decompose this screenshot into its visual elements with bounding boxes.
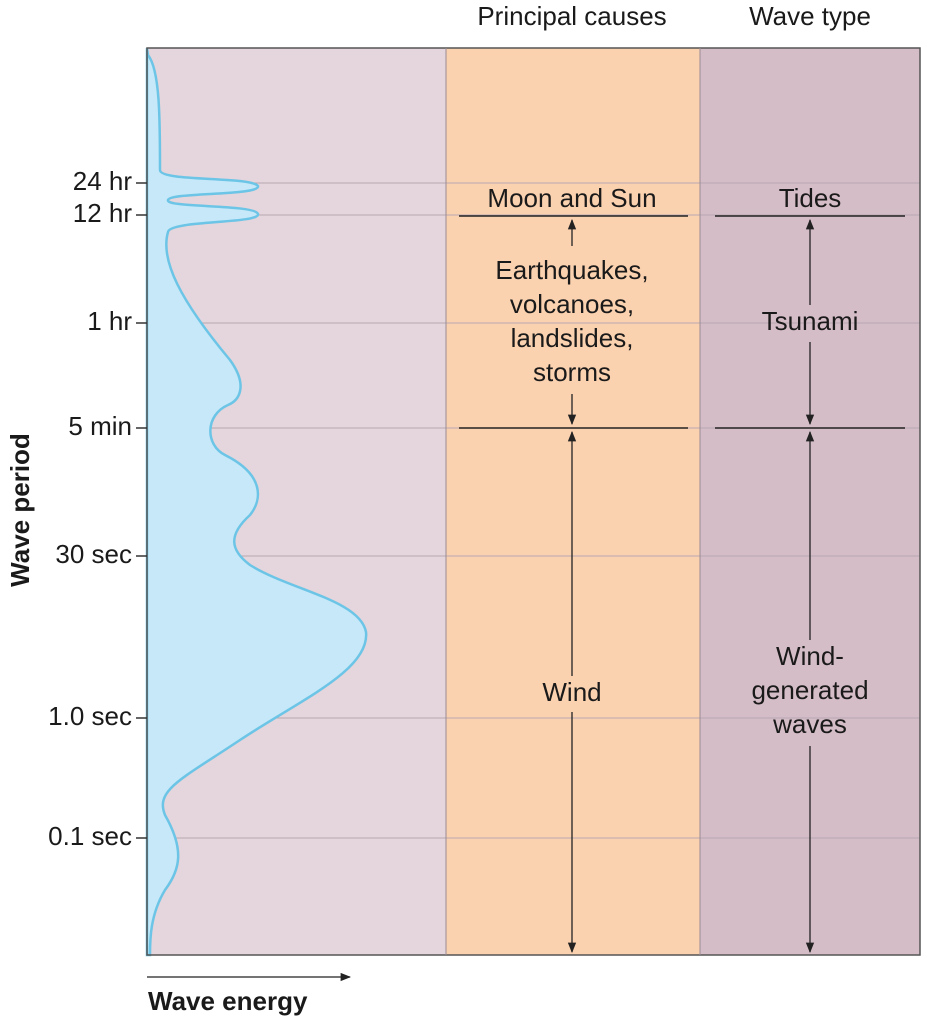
cause-label: landslides, [511,323,634,353]
wave-type-label: waves [772,709,847,739]
frame [146,47,921,956]
y-label: 24 hr [73,166,133,196]
y-label: 1.0 sec [48,701,132,731]
y-label: 1 hr [87,306,132,336]
y-label: 12 hr [73,198,133,228]
x-axis-title: Wave energy [148,986,308,1016]
column-header: Principal causes [477,1,666,31]
wave-type-label: Tsunami [762,306,859,336]
column-header: Wave type [749,1,871,31]
cause-label: Earthquakes, [495,255,648,285]
energy-curve [145,47,368,957]
cause-label: Wind [542,677,601,707]
cause-label: Moon and Sun [487,183,656,213]
y-label: 0.1 sec [48,821,132,851]
y-label: 30 sec [55,539,132,569]
cause-label: volcanoes, [510,289,634,319]
cause-label: storms [533,357,611,387]
wave-type-label: Tides [779,183,842,213]
wave-type-label: generated [751,675,868,705]
y-label: 5 min [68,411,132,441]
wave-type-label: Wind- [776,641,844,671]
causes-panel [446,48,700,955]
y-axis-title: Wave period [5,433,35,587]
